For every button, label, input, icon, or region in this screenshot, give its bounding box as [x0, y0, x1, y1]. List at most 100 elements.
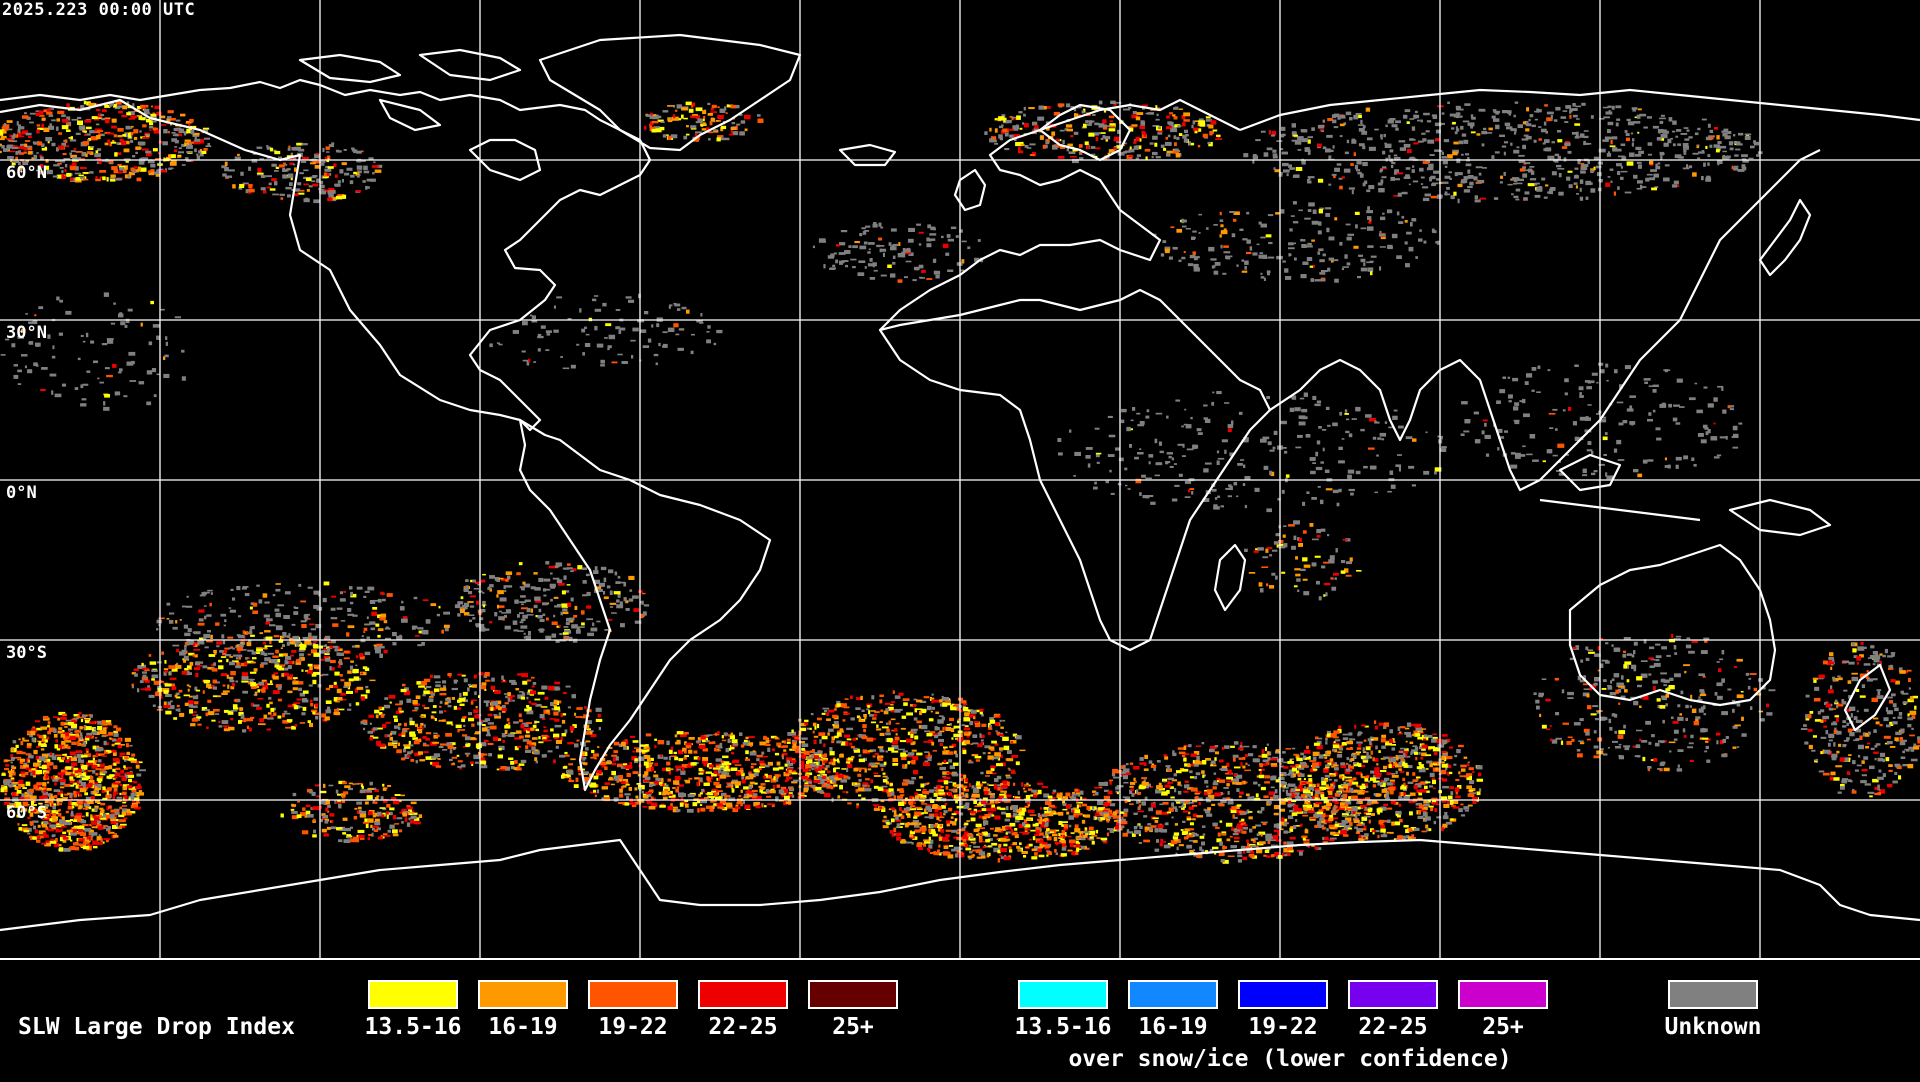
data-pixel	[660, 121, 664, 123]
data-pixel	[1267, 257, 1274, 259]
data-pixel	[1676, 422, 1681, 424]
data-pixel	[1058, 156, 1065, 159]
data-pixel	[724, 138, 730, 141]
data-pixel	[18, 383, 22, 385]
data-pixel	[56, 127, 59, 131]
data-pixel	[80, 733, 83, 737]
data-pixel	[550, 718, 555, 720]
data-pixel	[355, 665, 357, 667]
data-pixel	[711, 108, 714, 111]
data-pixel	[184, 695, 190, 697]
data-pixel	[1302, 502, 1305, 506]
data-pixel	[1596, 382, 1598, 384]
data-pixel	[1342, 176, 1345, 178]
data-pixel	[507, 718, 510, 721]
data-pixel	[276, 666, 282, 670]
data-pixel	[404, 746, 410, 749]
data-pixel	[184, 142, 189, 145]
data-pixel	[447, 697, 451, 699]
data-pixel	[1330, 555, 1335, 559]
data-pixel	[329, 666, 331, 671]
data-pixel	[68, 806, 73, 810]
data-pixel	[287, 168, 291, 170]
data-pixel	[1503, 377, 1507, 380]
data-pixel	[619, 330, 622, 334]
data-pixel	[257, 689, 260, 692]
data-pixel	[1312, 562, 1317, 566]
data-pixel	[204, 148, 208, 151]
data-pixel	[1312, 539, 1319, 541]
data-pixel	[488, 722, 494, 724]
data-pixel	[168, 131, 170, 133]
data-pixel	[948, 239, 954, 242]
data-pixel	[1320, 500, 1323, 504]
data-pixel	[499, 769, 505, 771]
data-pixel	[151, 106, 153, 108]
data-pixel	[1436, 178, 1439, 181]
data-pixel	[288, 665, 292, 669]
data-pixel	[45, 137, 52, 141]
data-pixel	[1307, 243, 1312, 245]
data-pixel	[179, 690, 183, 693]
data-pixel	[1210, 258, 1216, 260]
data-pixel	[1355, 165, 1358, 169]
data-pixel	[1626, 133, 1630, 136]
data-pixel	[1489, 128, 1493, 131]
data-pixel	[303, 170, 308, 172]
data-pixel	[22, 738, 24, 741]
data-pixel	[668, 136, 671, 140]
data-pixel	[574, 784, 579, 788]
data-pixel	[1381, 179, 1384, 183]
data-pixel	[450, 749, 453, 753]
data-pixel	[86, 371, 90, 373]
data-pixel	[328, 166, 334, 169]
data-pixel	[1218, 458, 1225, 460]
data-pixel	[1215, 262, 1221, 266]
data-pixel	[1591, 451, 1593, 455]
data-pixel	[1073, 475, 1076, 477]
data-pixel	[36, 129, 39, 133]
data-pixel	[1152, 156, 1154, 158]
data-pixel	[1661, 115, 1665, 117]
data-pixel	[1175, 400, 1180, 402]
data-pixel	[30, 113, 37, 115]
data-pixel	[202, 665, 207, 668]
data-pixel	[1105, 136, 1110, 139]
data-pixel	[1574, 365, 1579, 368]
data-pixel	[155, 692, 162, 696]
data-pixel	[1451, 195, 1455, 199]
data-pixel	[488, 753, 492, 756]
data-pixel	[1532, 460, 1539, 462]
data-pixel	[473, 755, 480, 760]
data-pixel	[1361, 259, 1366, 263]
data-pixel	[1588, 182, 1592, 185]
data-pixel	[409, 741, 411, 745]
data-pixel	[36, 113, 41, 116]
data-pixel	[38, 825, 41, 828]
data-pixel	[81, 335, 84, 337]
data-pixel	[142, 149, 149, 151]
data-pixel	[1220, 224, 1223, 227]
data-pixel	[43, 832, 46, 834]
data-pixel	[1242, 259, 1245, 261]
data-pixel	[119, 807, 122, 810]
data-pixel	[1673, 143, 1676, 146]
data-pixel	[171, 686, 176, 690]
data-pixel	[1404, 144, 1411, 148]
data-pixel	[1308, 181, 1312, 184]
data-pixel	[1349, 187, 1355, 189]
data-pixel	[29, 147, 33, 151]
data-pixel	[1329, 258, 1334, 261]
data-pixel	[1198, 145, 1200, 148]
data-pixel	[153, 324, 160, 328]
data-pixel	[79, 780, 82, 784]
data-pixel	[232, 683, 235, 687]
data-pixel	[52, 779, 58, 782]
data-pixel	[442, 680, 446, 683]
data-pixel	[1208, 125, 1213, 129]
data-pixel	[1738, 133, 1743, 136]
data-pixel	[719, 120, 721, 122]
data-pixel	[1716, 135, 1719, 139]
data-pixel	[1479, 173, 1482, 176]
data-pixel	[1182, 455, 1186, 457]
